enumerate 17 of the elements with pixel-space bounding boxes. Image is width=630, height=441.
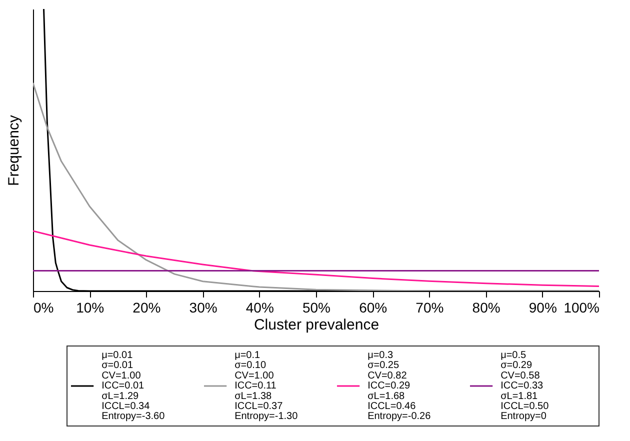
x-tick-label: 90%	[528, 300, 557, 316]
legend-label: μ=0.1 σ=0.10 CV=1.00 ICC=0.11 σL=1.38 ICCL=0.37 Entropy=-1.30	[234, 350, 298, 422]
legend-label: μ=0.5 σ=0.29 CV=0.58 ICC=0.33 σL=1.81 ICCL=0.50 Entropy=0	[500, 350, 550, 422]
x-tick-label: 80%	[472, 300, 500, 316]
x-tick-label: 100%	[564, 300, 600, 316]
x-tick-label: 70%	[416, 300, 444, 316]
x-tick-label: 30%	[189, 300, 218, 316]
x-tick-label: 0%	[34, 300, 54, 316]
x-tick-label: 10%	[76, 300, 104, 316]
legend-label: μ=0.3 σ=0.25 CV=0.82 ICC=0.29 σL=1.68 ICCL=0.46 Entropy=-0.26	[368, 350, 432, 422]
x-tick-label: 40%	[246, 300, 274, 316]
x-tick-label: 50%	[302, 300, 331, 316]
x-axis-title: Cluster prevalence	[254, 316, 380, 334]
y-axis-title: Frequency	[6, 114, 22, 186]
x-tick-label: 60%	[359, 300, 388, 316]
legend-label: μ=0.01 σ=0.01 CV=1.00 ICC=0.01 σL=1.29 ICCL=0.34 Entropy=-3.60	[102, 350, 166, 422]
x-tick-label: 20%	[132, 300, 161, 316]
